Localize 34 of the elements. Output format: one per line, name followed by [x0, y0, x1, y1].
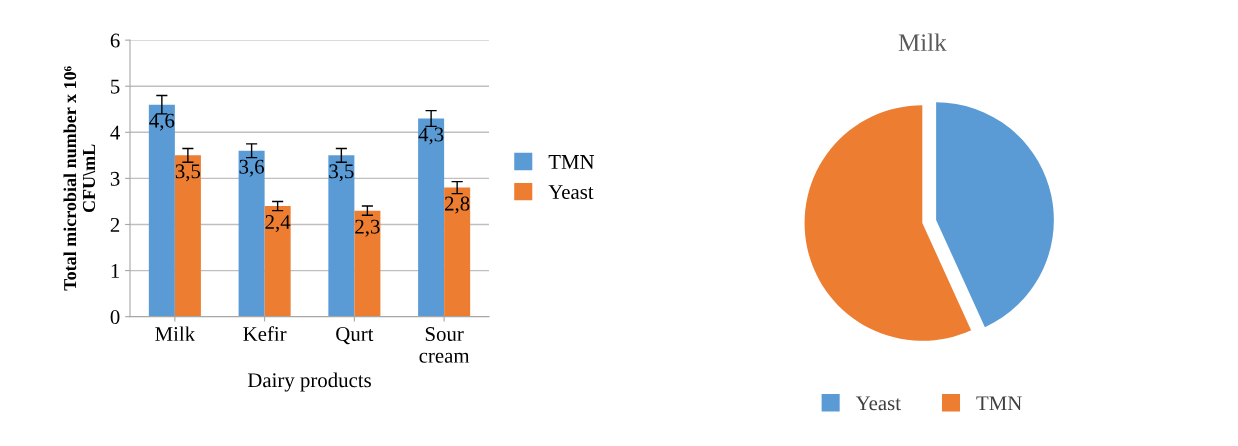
chart-title: Milk: [898, 33, 947, 51]
y-tick-label: 4: [110, 125, 120, 140]
y-tick-label: 1: [111, 264, 120, 278]
bar: [444, 187, 471, 317]
bar: [328, 155, 355, 317]
data-label: 3,6: [239, 159, 265, 177]
y-tick-label: 2: [110, 217, 120, 232]
legend-label: Yeast: [548, 185, 594, 200]
x-tick-label: Milk: [155, 326, 196, 341]
bar: [148, 104, 175, 317]
x-tick-label: Kefir: [243, 326, 287, 342]
data-label: 2,8: [445, 196, 470, 214]
data-label: 2,4: [265, 215, 291, 233]
legend-label: TMN: [548, 155, 595, 169]
x-tick-label: Qurt: [336, 327, 374, 345]
bar: [418, 118, 445, 317]
data-label: 4,6: [149, 113, 175, 131]
data-label: 2,3: [355, 219, 380, 237]
legend-label: TMN: [976, 396, 1022, 411]
bar: [354, 210, 381, 317]
legend-label: Yeast: [855, 396, 901, 411]
x-axis-title: Dairy products: [247, 372, 371, 392]
data-label: 3,5: [175, 164, 201, 182]
y-tick-label: 0: [110, 310, 120, 325]
bar: [264, 206, 291, 317]
y-axis-title: Total microbial number x 10⁶ CFU\mL: [63, 66, 96, 291]
data-label: 4,3: [418, 127, 444, 145]
bar: [174, 155, 201, 317]
y-tick-label: 6: [110, 33, 120, 48]
y-tick-label: 3: [110, 171, 120, 186]
y-tick-label: 5: [111, 79, 120, 94]
x-tick-label: Sour cream: [419, 327, 470, 363]
bar: [238, 150, 265, 317]
data-label: 3,5: [329, 164, 354, 182]
